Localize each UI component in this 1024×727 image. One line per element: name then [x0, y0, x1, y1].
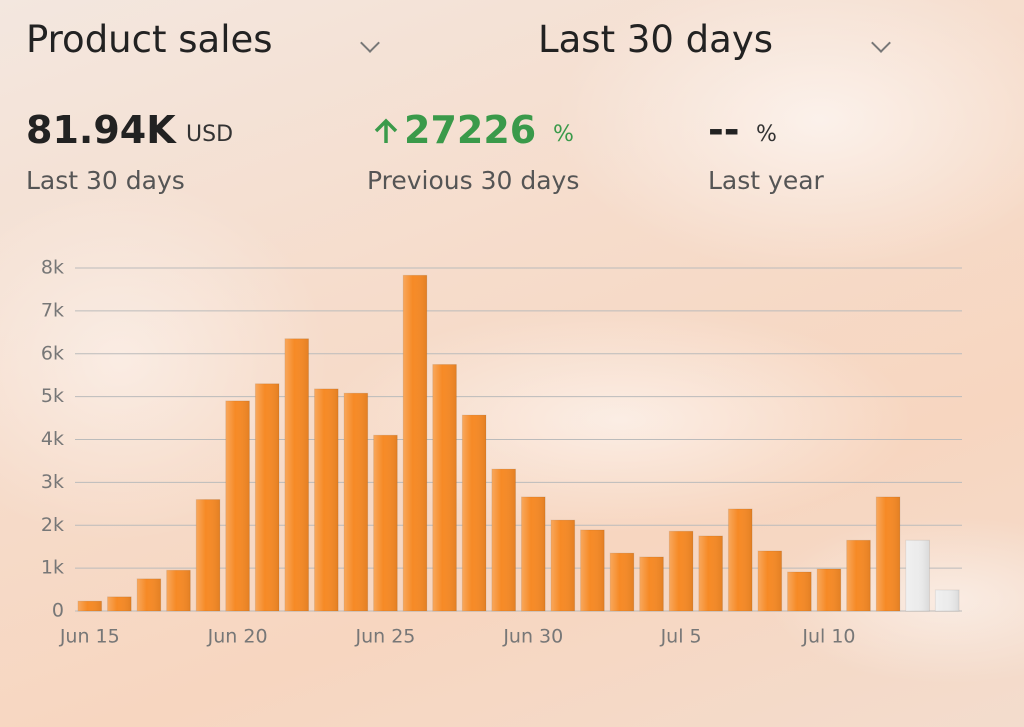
y-tick-label: 5k: [41, 385, 64, 407]
period-dropdown[interactable]: Last 30 days: [538, 18, 774, 61]
bar: [107, 596, 132, 612]
stat-value: 27226: [404, 108, 537, 152]
stat-unit: %: [553, 122, 574, 147]
y-tick-label: 3k: [41, 471, 64, 493]
bar: [639, 556, 664, 612]
x-tick-label: Jun 30: [502, 626, 563, 648]
bar: [166, 569, 191, 612]
bar: [77, 600, 103, 612]
bar: [373, 434, 398, 612]
x-tick-label: Jun 20: [207, 626, 268, 648]
bar: [816, 568, 842, 612]
bar: [727, 508, 753, 612]
bar: [846, 539, 871, 612]
bar: [698, 535, 724, 612]
y-tick-label: 0: [52, 600, 64, 622]
bar: [550, 519, 576, 612]
x-tick-label: Jun 25: [354, 626, 415, 648]
bar: [491, 468, 517, 612]
bar: [313, 388, 339, 612]
bar: [609, 552, 635, 612]
stat-caption: Last 30 days: [26, 166, 185, 195]
bar: [520, 496, 546, 612]
y-tick-label: 7k: [41, 299, 64, 321]
y-tick-label: 8k: [41, 257, 64, 279]
x-tick-label: Jul 10: [801, 626, 855, 648]
bar: [905, 539, 930, 612]
y-tick-label: 1k: [41, 557, 64, 579]
bar: [934, 589, 960, 612]
bar: [461, 414, 487, 612]
bar: [432, 363, 457, 612]
stat-caption: Last year: [708, 166, 824, 195]
bar: [195, 499, 221, 612]
bar: [757, 550, 783, 612]
stat-value: 81.94K: [26, 108, 176, 152]
bar: [787, 571, 812, 612]
stat-unit: %: [756, 122, 777, 147]
up-arrow: [374, 118, 398, 143]
y-tick-label: 2k: [41, 514, 64, 536]
bar: [343, 392, 369, 612]
bar: [284, 338, 310, 612]
bar: [136, 578, 162, 612]
bar: [254, 383, 280, 612]
bar: [580, 529, 605, 612]
x-tick-label: Jun 15: [59, 626, 120, 648]
stat-unit: USD: [186, 122, 234, 147]
stat-value: --: [708, 108, 740, 152]
bar: [668, 530, 694, 612]
metric-dropdown[interactable]: Product sales: [26, 18, 273, 61]
bar: [402, 274, 428, 612]
bar: [225, 400, 250, 612]
y-tick-label: 6k: [41, 342, 64, 364]
stat-caption: Previous 30 days: [367, 166, 580, 195]
y-tick-label: 4k: [41, 428, 64, 450]
bar: [875, 496, 901, 612]
x-tick-label: Jul 5: [660, 626, 702, 648]
